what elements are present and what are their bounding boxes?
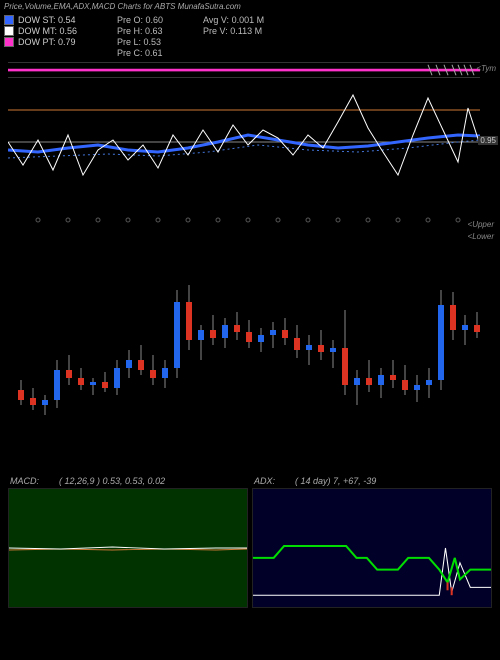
lower-label: <Lower <box>468 232 494 241</box>
adx-panel: ADX: ( 14 day) 7, +67, -39 <box>252 474 492 614</box>
legend-dow-mt: DOW MT: 0.56 <box>4 26 77 36</box>
stats-ohlc: Pre O: 0.60 Pre H: 0.63 Pre L: 0.53 Pre … <box>117 15 163 58</box>
top-band-chart: <Tym <box>8 62 480 78</box>
legend-area: DOW ST: 0.54 DOW MT: 0.56 DOW PT: 0.79 P… <box>0 13 500 60</box>
price-label: 0.95 <box>478 136 498 145</box>
upper-label: <Upper <box>468 220 494 229</box>
swatch-icon <box>4 15 14 25</box>
stats-volume: Avg V: 0.001 M Pre V: 0.113 M <box>203 15 264 58</box>
stat-pre-o: Pre O: 0.60 <box>117 15 163 25</box>
stat-pre-h: Pre H: 0.63 <box>117 26 163 36</box>
adx-params: ( 14 day) 7, +67, -39 <box>295 476 376 486</box>
candlestick-chart: <Upper <Lower <box>8 230 480 430</box>
legend-label: DOW PT: 0.79 <box>18 37 76 47</box>
legend-indicators: DOW ST: 0.54 DOW MT: 0.56 DOW PT: 0.79 <box>4 15 77 58</box>
swatch-icon <box>4 37 14 47</box>
macd-params: ( 12,26,9 ) 0.53, 0.53, 0.02 <box>59 476 165 486</box>
legend-label: DOW ST: 0.54 <box>18 15 76 25</box>
macd-panel: MACD: ( 12,26,9 ) 0.53, 0.53, 0.02 <box>8 474 248 614</box>
stat-avg-v: Avg V: 0.001 M <box>203 15 264 25</box>
indicator-panels: MACD: ( 12,26,9 ) 0.53, 0.53, 0.02 ADX: … <box>0 470 500 618</box>
legend-dow-st: DOW ST: 0.54 <box>4 15 77 25</box>
stat-pre-v: Pre V: 0.113 M <box>203 26 264 36</box>
top-band-label: <Tym <box>476 64 496 73</box>
legend-label: DOW MT: 0.56 <box>18 26 77 36</box>
swatch-icon <box>4 26 14 36</box>
stat-pre-c: Pre C: 0.61 <box>117 48 163 58</box>
stat-pre-l: Pre L: 0.53 <box>117 37 163 47</box>
legend-dow-pt: DOW PT: 0.79 <box>4 37 77 47</box>
price-line-chart: 0.95 <box>8 80 480 230</box>
chart-header: Price,Volume,EMA,ADX,MACD Charts for ABT… <box>0 0 500 13</box>
macd-title: MACD: <box>10 476 39 486</box>
adx-title: ADX: <box>254 476 275 486</box>
